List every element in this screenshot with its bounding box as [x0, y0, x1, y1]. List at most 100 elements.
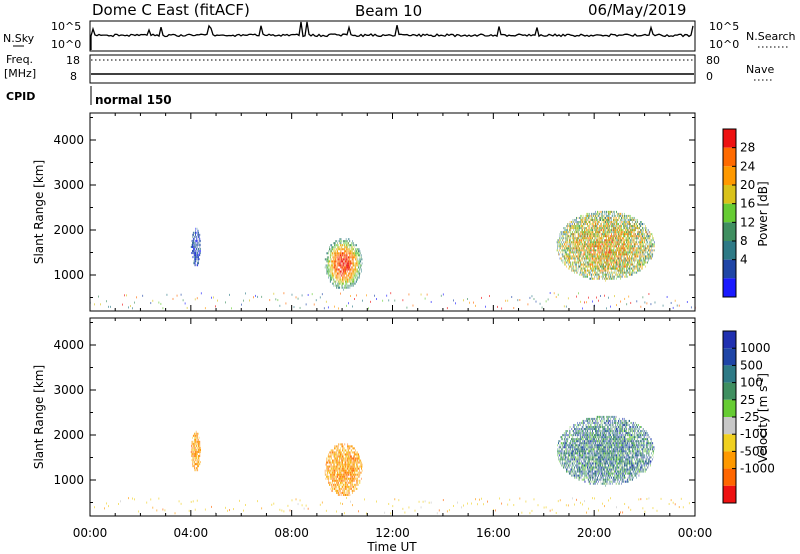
- power-cell: [575, 237, 577, 240]
- power-cell: [348, 266, 350, 269]
- power-cell: [332, 264, 333, 267]
- power-cell: [343, 262, 344, 265]
- power-cell: [579, 229, 580, 232]
- power-cell: [601, 255, 603, 258]
- power-cell: [339, 260, 341, 263]
- power-cell: [331, 278, 332, 281]
- power-cell: [604, 265, 605, 268]
- power-cell: [347, 266, 349, 269]
- power-cell: [347, 252, 348, 255]
- power-cell: [569, 253, 571, 256]
- power-cell: [352, 280, 354, 283]
- power-cell: [636, 237, 638, 240]
- power-cell: [619, 231, 621, 234]
- power-cell: [353, 280, 354, 283]
- power-cell: [666, 295, 668, 298]
- power-cell: [353, 252, 355, 255]
- power-cell: [198, 235, 199, 238]
- power-cell: [600, 251, 601, 254]
- power-cell: [631, 235, 633, 238]
- power-cell: [610, 253, 611, 256]
- power-cell: [645, 257, 646, 260]
- power-cell: [621, 249, 622, 252]
- power-cell: [342, 258, 344, 261]
- power-cell: [603, 216, 605, 219]
- power-cell: [152, 299, 154, 302]
- power-cell: [570, 251, 571, 254]
- power-cell: [616, 247, 617, 250]
- power-cell: [605, 251, 607, 254]
- power-cell: [341, 274, 342, 277]
- power-cell: [638, 247, 640, 250]
- power-cell: [343, 244, 345, 247]
- power-cell: [623, 235, 625, 238]
- power-cell: [199, 233, 200, 236]
- power-cell: [586, 216, 588, 219]
- power-cell: [352, 256, 354, 259]
- power-cell: [563, 227, 565, 230]
- power-cell: [594, 255, 596, 258]
- power-cell: [595, 257, 596, 260]
- power-cell: [571, 247, 573, 250]
- power-cell: [328, 258, 329, 261]
- power-cell: [576, 249, 578, 252]
- power-cell: [576, 239, 578, 242]
- velocity-cell: [193, 448, 195, 451]
- power-cell: [557, 249, 559, 252]
- power-cell: [585, 249, 587, 252]
- power-cell: [624, 269, 625, 272]
- power-cell: [608, 223, 609, 226]
- power-cell: [597, 253, 598, 256]
- power-cell: [612, 223, 614, 226]
- power-cell: [613, 223, 615, 226]
- power-cell: [627, 251, 629, 254]
- power-cell: [335, 268, 337, 271]
- power-cell: [358, 262, 360, 265]
- power-cell: [350, 274, 351, 277]
- power-cell: [631, 263, 633, 266]
- power-cell: [580, 251, 582, 254]
- power-cell: [386, 294, 388, 297]
- power-cell: [626, 231, 628, 234]
- power-cell: [631, 273, 633, 276]
- power-cell: [594, 247, 595, 250]
- power-cell: [578, 235, 580, 238]
- power-cell: [583, 257, 585, 260]
- power-cell: [611, 263, 612, 266]
- power-cell: [584, 241, 585, 244]
- power-cell: [610, 257, 612, 260]
- power-cell: [329, 270, 330, 273]
- power-cell: [585, 227, 587, 230]
- power-cell: [597, 229, 599, 232]
- nave-tick-bottom: 0: [706, 70, 713, 83]
- power-cell: [598, 210, 600, 213]
- power-cell: [571, 265, 572, 268]
- power-cell: [332, 252, 333, 255]
- power-cell: [599, 269, 601, 272]
- power-cell: [622, 233, 623, 236]
- power-cell: [602, 263, 603, 266]
- power-cell: [623, 225, 624, 228]
- power-cell: [624, 225, 625, 228]
- power-cell: [347, 256, 349, 259]
- power-cell: [608, 271, 610, 274]
- power-cell: [604, 243, 606, 246]
- power-cell: [622, 223, 624, 226]
- power-cell: [632, 229, 634, 232]
- power-cell: [353, 276, 354, 279]
- power-cell: [344, 276, 345, 279]
- power-cell: [610, 261, 612, 264]
- power-cell: [132, 307, 133, 310]
- power-cell: [591, 263, 592, 266]
- power-cell: [624, 235, 626, 238]
- power-cell: [603, 265, 604, 268]
- power-cell: [639, 247, 640, 250]
- power-cell: [558, 245, 559, 248]
- power-cell: [194, 298, 196, 301]
- power-cell: [598, 212, 599, 215]
- power-cell: [609, 210, 611, 213]
- power-cell: [616, 255, 618, 258]
- power-cell: [566, 239, 568, 242]
- power-cell: [353, 284, 354, 287]
- power-cell: [344, 258, 346, 261]
